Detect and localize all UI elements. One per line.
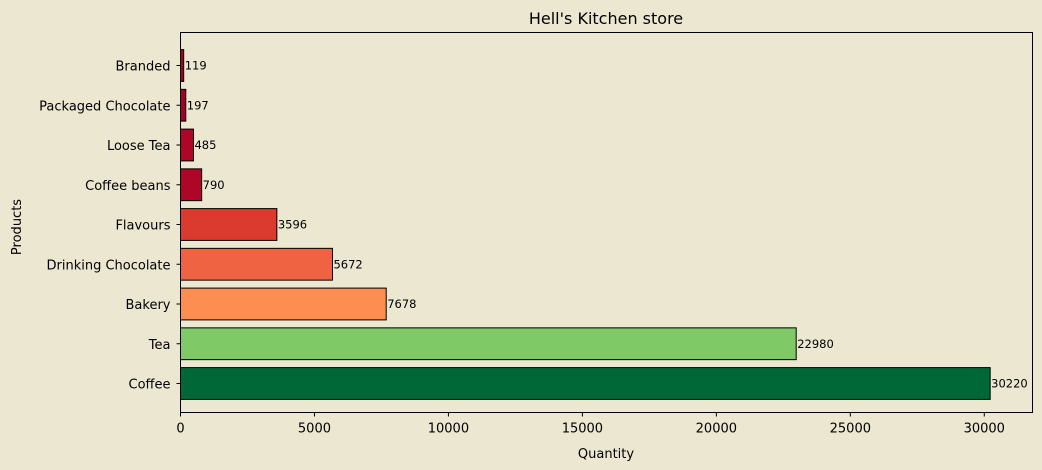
x-tick-label: 5000 [298, 422, 331, 437]
data-label-tea: 22980 [797, 337, 834, 351]
x-tick-label: 25000 [830, 422, 871, 437]
data-label-loose-tea: 485 [194, 138, 216, 152]
x-tick-label: 10000 [428, 422, 469, 437]
y-tick-label-branded: Branded [116, 60, 171, 75]
y-tick-label-loose-tea: Loose Tea [107, 139, 171, 154]
y-tick-label-coffee: Coffee [129, 378, 171, 393]
data-label-bakery: 7678 [387, 297, 416, 311]
chart-title: Hell's Kitchen store [529, 9, 683, 28]
y-tick-labels: Coffee Tea Bakery Drinking Chocolate Flavour… [39, 60, 181, 393]
bar-coffee [180, 367, 991, 400]
y-axis-label: Products [10, 199, 25, 255]
bar-branded [180, 49, 185, 82]
y-tick-label-bakery: Bakery [126, 298, 171, 313]
data-label-coffee-beans: 790 [203, 178, 225, 192]
x-tick-label: 15000 [562, 422, 603, 437]
bar-loose-tea [180, 128, 194, 162]
data-label-drinking-chocolate: 5672 [333, 257, 362, 271]
data-label-coffee: 30220 [991, 377, 1028, 391]
x-tick-label: 30000 [964, 422, 1005, 437]
y-tick-label-flavours: Flavours [115, 219, 170, 234]
y-tick-label-tea: Tea [148, 338, 171, 353]
bar-bakery [180, 287, 387, 321]
data-label-branded: 119 [185, 59, 207, 73]
x-tick-label: 0 [176, 422, 184, 437]
y-tick-label-drinking-chocolate: Drinking Chocolate [46, 258, 170, 273]
data-label-packaged-chocolate: 197 [187, 98, 209, 112]
x-axis-label: Quantity [578, 447, 634, 462]
bars-group: 30220 22980 7678 5672 3596 790 485 197 119 [180, 49, 1028, 400]
bar-tea [180, 327, 797, 361]
bar-flavours [180, 208, 278, 241]
bar-packaged-chocolate [180, 88, 187, 122]
bar-coffee-beans [180, 168, 203, 202]
data-label-flavours: 3596 [278, 218, 307, 232]
x-tick-label: 20000 [696, 422, 737, 437]
y-tick-label-packaged-chocolate: Packaged Chocolate [39, 99, 170, 114]
bar-drinking-chocolate [180, 247, 333, 281]
y-tick-label-coffee-beans: Coffee beans [85, 179, 171, 194]
x-ticks: 0 5000 10000 15000 20000 25000 30000 [176, 412, 1005, 437]
